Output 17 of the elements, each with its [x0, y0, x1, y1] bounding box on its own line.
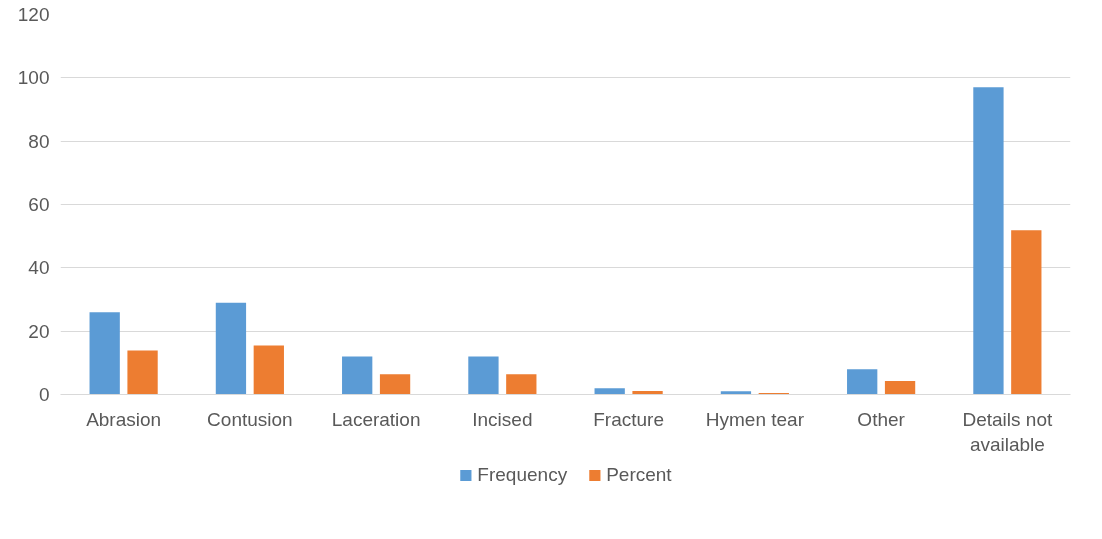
- legend-label: Percent: [606, 464, 672, 486]
- x-tick-label: Other: [857, 408, 906, 430]
- y-tick-label: 80: [28, 130, 50, 152]
- x-tick-label: Abrasion: [86, 408, 162, 430]
- x-tick-label: Incised: [472, 408, 533, 430]
- x-tick-label: Details not available: [962, 408, 1053, 455]
- y-tick-label: 100: [17, 67, 50, 89]
- y-tick-label: 120: [17, 4, 50, 25]
- legend-label: Frequency: [477, 464, 568, 486]
- y-tick-label: 60: [28, 194, 50, 215]
- x-tick-label: Contusion: [207, 408, 293, 430]
- x-tick-label: Fracture: [593, 408, 665, 430]
- x-tick-label: Laceration: [331, 408, 421, 430]
- y-tick-label: 0: [38, 384, 50, 405]
- y-tick-label: 40: [28, 257, 50, 279]
- y-tick-label: 20: [28, 320, 50, 342]
- x-tick-label: Hymen tear: [705, 408, 805, 430]
